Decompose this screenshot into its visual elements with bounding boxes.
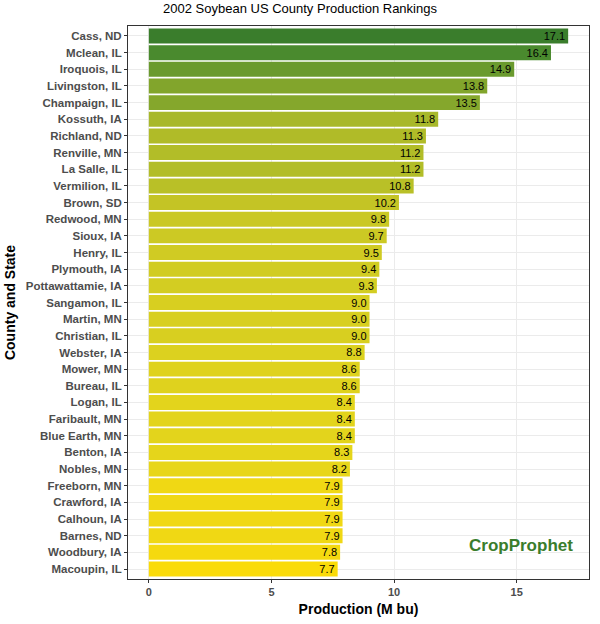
svg-text:8.6: 8.6 bbox=[341, 380, 356, 392]
svg-text:Crawford, IA: Crawford, IA bbox=[53, 496, 121, 508]
svg-text:9.0: 9.0 bbox=[351, 297, 366, 309]
svg-text:5: 5 bbox=[268, 586, 274, 598]
svg-text:15: 15 bbox=[511, 586, 523, 598]
svg-text:Vermilion, IL: Vermilion, IL bbox=[53, 180, 121, 192]
svg-text:La Salle, IL: La Salle, IL bbox=[62, 163, 122, 175]
svg-text:CropProphet: CropProphet bbox=[469, 536, 573, 555]
svg-text:Martin, MN: Martin, MN bbox=[63, 313, 122, 325]
svg-text:7.9: 7.9 bbox=[324, 480, 339, 492]
svg-text:Production (M bu): Production (M bu) bbox=[299, 601, 419, 617]
svg-text:8.2: 8.2 bbox=[332, 463, 347, 475]
svg-text:Livingston, IL: Livingston, IL bbox=[47, 80, 122, 92]
svg-text:10: 10 bbox=[388, 586, 400, 598]
svg-text:8.8: 8.8 bbox=[346, 346, 361, 358]
svg-text:Barnes, ND: Barnes, ND bbox=[60, 530, 122, 542]
svg-text:County and State: County and State bbox=[2, 245, 18, 360]
svg-text:7.9: 7.9 bbox=[324, 496, 339, 508]
svg-text:11.8: 11.8 bbox=[415, 113, 436, 125]
svg-text:10.2: 10.2 bbox=[375, 197, 396, 209]
svg-text:9.0: 9.0 bbox=[351, 313, 366, 325]
svg-text:11.3: 11.3 bbox=[402, 130, 423, 142]
svg-text:8.6: 8.6 bbox=[341, 363, 356, 375]
svg-text:0: 0 bbox=[146, 586, 152, 598]
svg-text:14.9: 14.9 bbox=[490, 63, 511, 75]
svg-text:Webster, IA: Webster, IA bbox=[59, 346, 121, 358]
svg-text:Bureau, IL: Bureau, IL bbox=[65, 380, 121, 392]
svg-text:7.8: 7.8 bbox=[322, 546, 337, 558]
svg-text:Freeborn, MN: Freeborn, MN bbox=[48, 480, 122, 492]
svg-text:10.8: 10.8 bbox=[389, 180, 410, 192]
svg-text:Mclean, IL: Mclean, IL bbox=[66, 47, 122, 59]
svg-text:Henry, IL: Henry, IL bbox=[73, 247, 121, 259]
svg-text:7.7: 7.7 bbox=[319, 563, 334, 575]
svg-text:Plymouth, IA: Plymouth, IA bbox=[51, 263, 121, 275]
svg-text:Mower, MN: Mower, MN bbox=[62, 363, 122, 375]
svg-text:Macoupin, IL: Macoupin, IL bbox=[51, 563, 121, 575]
svg-text:Logan, IL: Logan, IL bbox=[71, 396, 122, 408]
svg-text:Sangamon, IL: Sangamon, IL bbox=[46, 297, 121, 309]
svg-text:16.4: 16.4 bbox=[527, 47, 548, 59]
svg-text:8.4: 8.4 bbox=[337, 430, 352, 442]
svg-text:11.2: 11.2 bbox=[400, 163, 421, 175]
svg-text:9.0: 9.0 bbox=[351, 330, 366, 342]
svg-text:Iroquois, IL: Iroquois, IL bbox=[60, 63, 122, 75]
svg-text:Kossuth, IA: Kossuth, IA bbox=[58, 113, 122, 125]
svg-text:Richland, ND: Richland, ND bbox=[50, 130, 122, 142]
svg-text:13.5: 13.5 bbox=[455, 97, 476, 109]
svg-text:Pottawattamie, IA: Pottawattamie, IA bbox=[26, 280, 122, 292]
svg-text:9.8: 9.8 bbox=[371, 213, 386, 225]
svg-text:9.7: 9.7 bbox=[368, 230, 383, 242]
svg-text:8.4: 8.4 bbox=[337, 413, 352, 425]
svg-text:Calhoun, IA: Calhoun, IA bbox=[58, 513, 122, 525]
svg-text:Nobles, MN: Nobles, MN bbox=[59, 463, 122, 475]
svg-text:2002 Soybean US County Product: 2002 Soybean US County Production Rankin… bbox=[163, 1, 437, 16]
svg-text:13.8: 13.8 bbox=[463, 80, 484, 92]
svg-text:Benton, IA: Benton, IA bbox=[64, 446, 122, 458]
svg-text:Faribault, MN: Faribault, MN bbox=[49, 413, 122, 425]
svg-text:Brown, SD: Brown, SD bbox=[64, 197, 122, 209]
svg-text:Sioux, IA: Sioux, IA bbox=[72, 230, 121, 242]
svg-text:9.5: 9.5 bbox=[364, 247, 379, 259]
svg-text:8.3: 8.3 bbox=[334, 446, 349, 458]
svg-text:Christian, IL: Christian, IL bbox=[55, 330, 121, 342]
svg-text:8.4: 8.4 bbox=[337, 396, 352, 408]
svg-text:7.9: 7.9 bbox=[324, 530, 339, 542]
svg-text:Cass, ND: Cass, ND bbox=[71, 30, 122, 42]
svg-text:9.4: 9.4 bbox=[361, 263, 376, 275]
svg-text:Redwood, MN: Redwood, MN bbox=[46, 213, 122, 225]
svg-text:7.9: 7.9 bbox=[324, 513, 339, 525]
svg-text:17.1: 17.1 bbox=[544, 30, 565, 42]
svg-text:9.3: 9.3 bbox=[359, 280, 374, 292]
svg-text:Blue Earth, MN: Blue Earth, MN bbox=[40, 430, 122, 442]
svg-text:Woodbury, IA: Woodbury, IA bbox=[48, 546, 122, 558]
svg-text:Champaign, IL: Champaign, IL bbox=[42, 97, 121, 109]
svg-text:Renville, MN: Renville, MN bbox=[53, 147, 121, 159]
svg-text:11.2: 11.2 bbox=[400, 147, 421, 159]
